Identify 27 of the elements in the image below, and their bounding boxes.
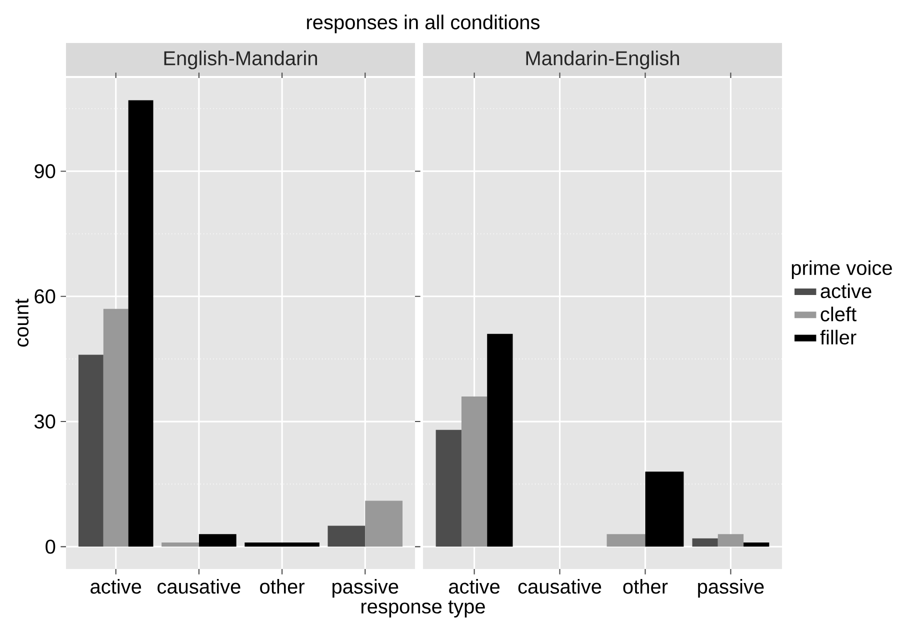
x-tick-label: causative: [158, 579, 240, 594]
y-tick-label: 60: [34, 289, 56, 304]
y-tick-label: 90: [34, 164, 56, 178]
x-tick-label: other: [260, 579, 304, 594]
x-axis-title: response type: [362, 600, 485, 618]
x-tick-label: active: [90, 579, 142, 594]
bar: [718, 534, 744, 547]
bar: [461, 396, 488, 547]
bar: [436, 430, 462, 547]
y-tick-label: 30: [34, 414, 56, 429]
x-tick-label: other: [623, 579, 668, 594]
legend-label: active: [820, 284, 872, 298]
x-tick-label: causative: [518, 579, 602, 594]
y-axis-title: count: [15, 298, 29, 347]
chart-subtitle: English-Mandarin: [164, 50, 317, 70]
chart-subtitle: Mandarin-English: [526, 50, 679, 70]
y-tick-label: 0: [46, 540, 56, 554]
bar: [487, 334, 513, 547]
legend-label: filler: [820, 330, 856, 345]
x-tick-label: passive: [698, 579, 764, 598]
bar: [744, 542, 770, 547]
bar: [692, 538, 718, 547]
x-tick-label: active: [449, 579, 500, 594]
x-tick-label: passive: [332, 579, 398, 598]
legend-label: cleft: [820, 306, 856, 322]
chart-title: responses in all conditions: [307, 14, 540, 34]
legend-title: prime voice: [792, 260, 892, 279]
